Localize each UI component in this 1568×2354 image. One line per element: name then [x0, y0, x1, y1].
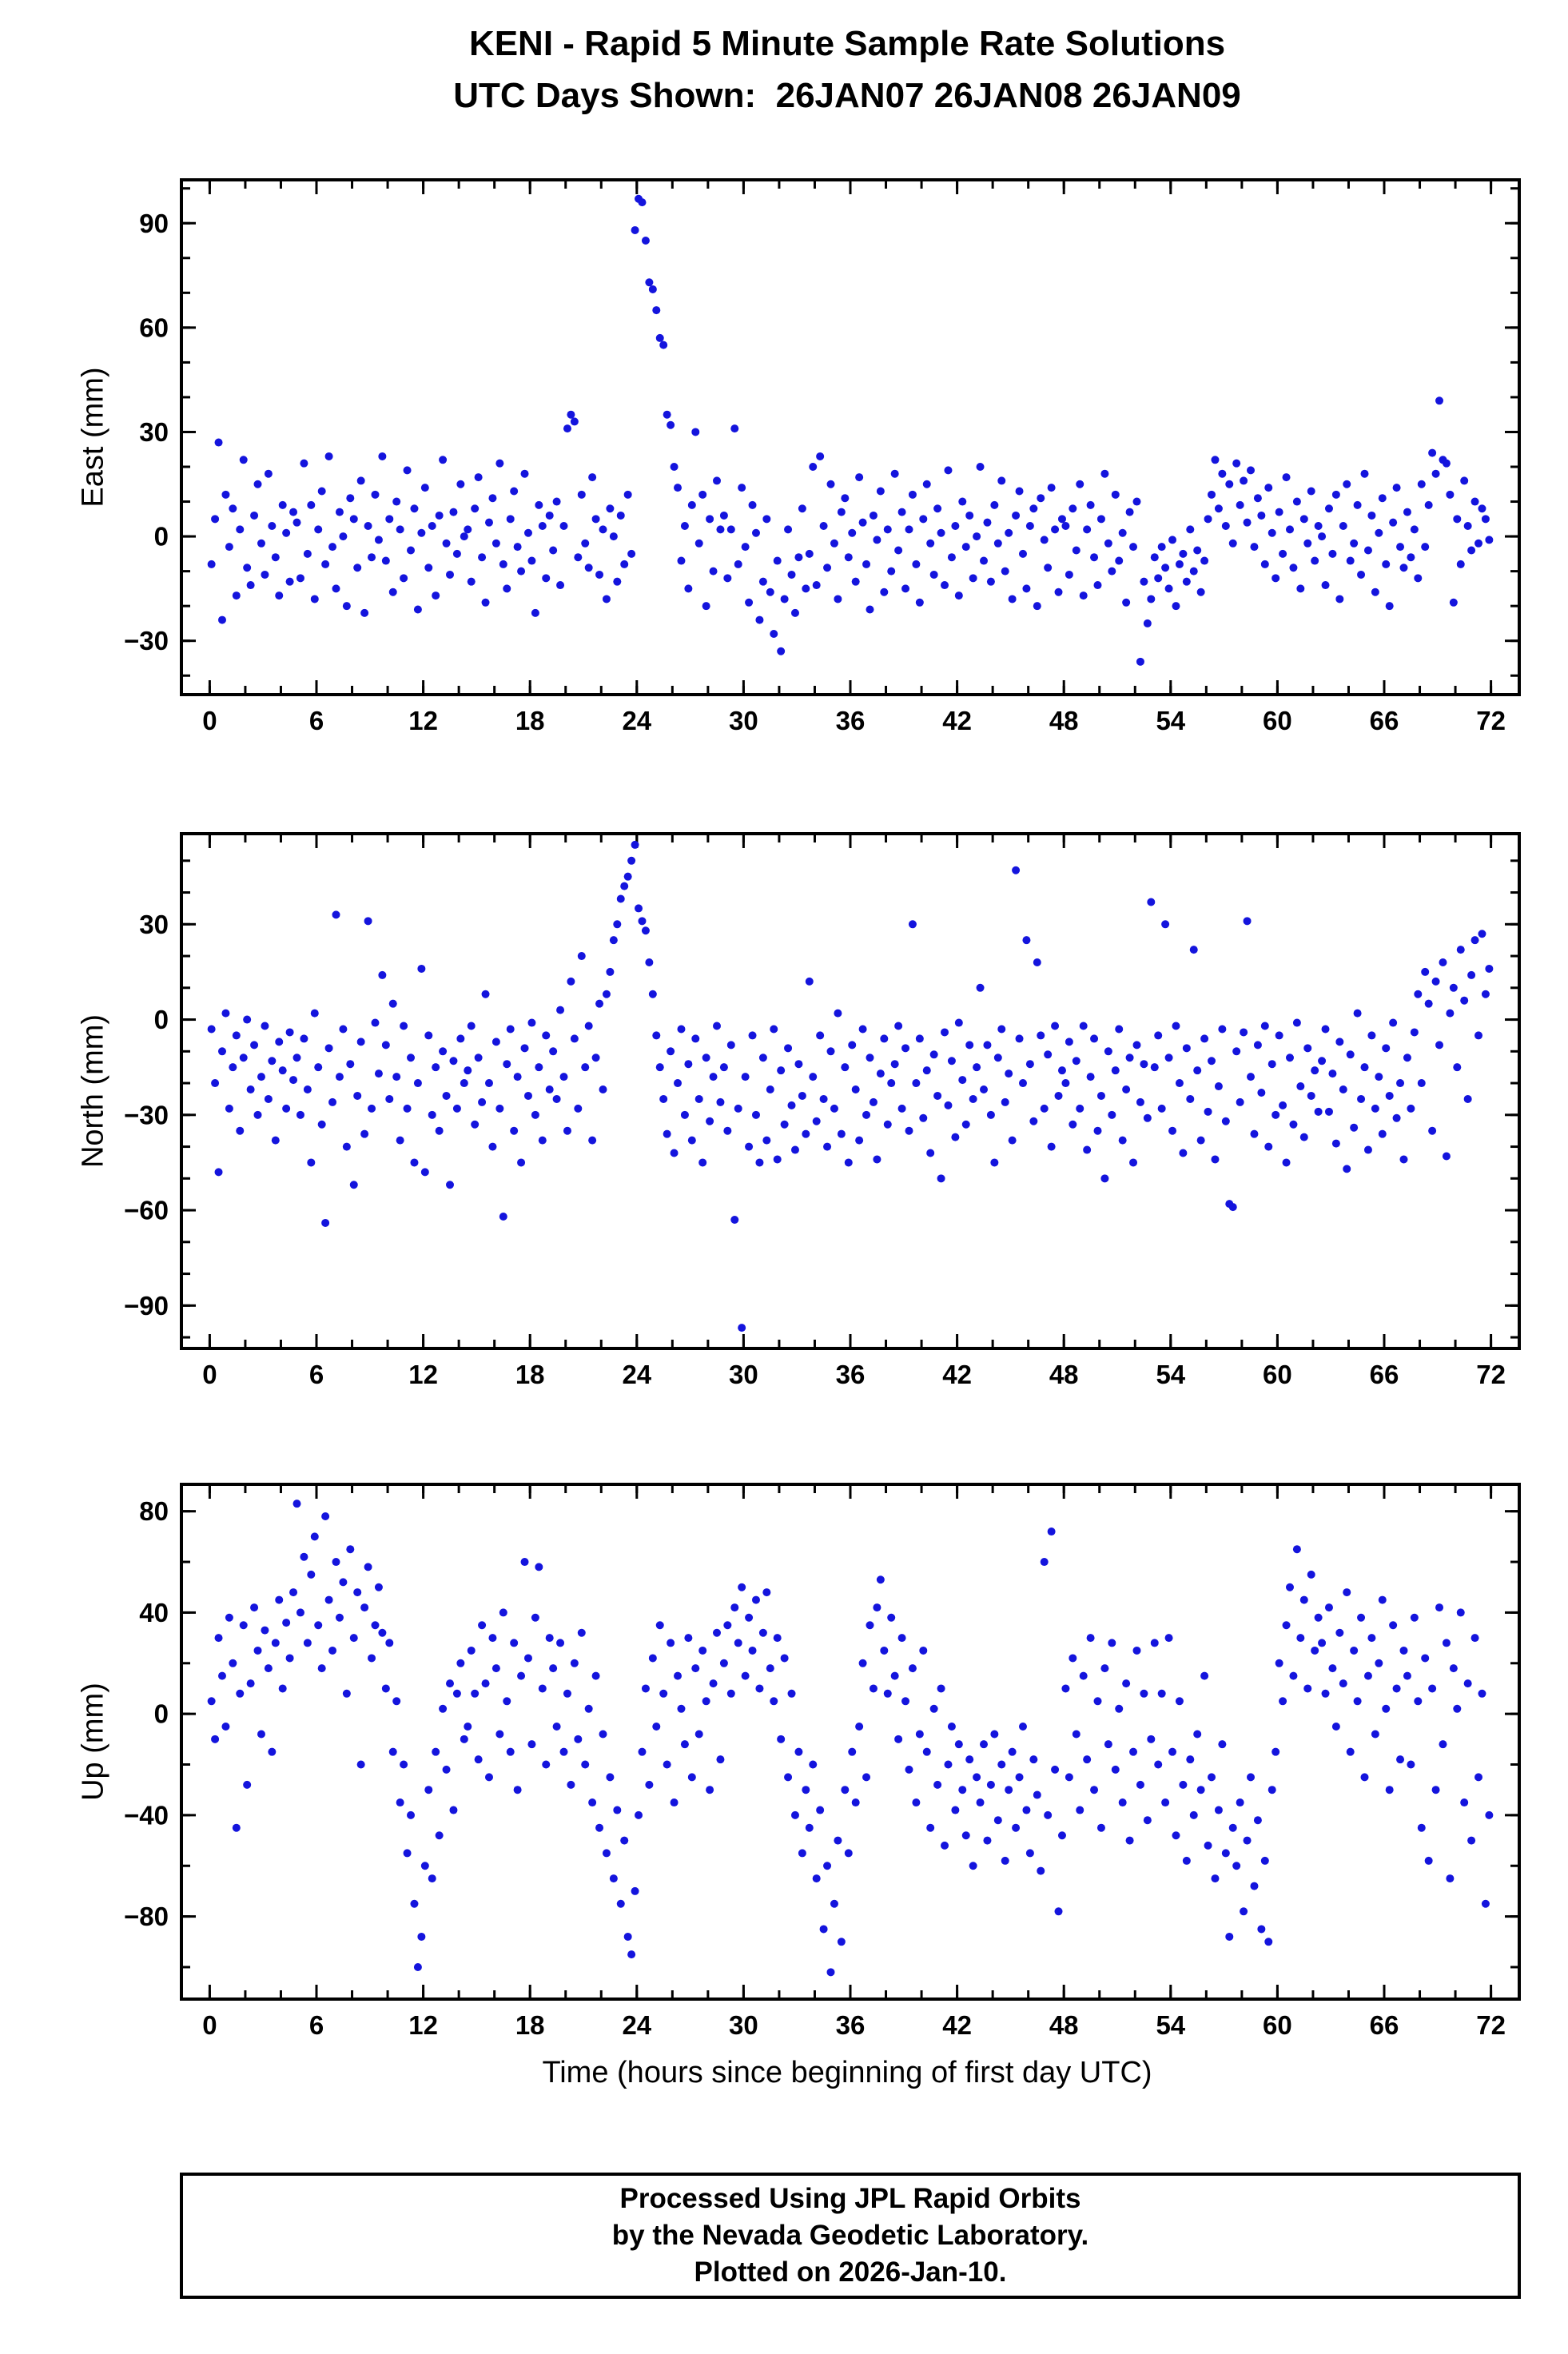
y-tick-label: 90	[139, 209, 169, 238]
footer-line-1: Processed Using JPL Rapid Orbits	[619, 2183, 1081, 2214]
x-tick-label: 18	[515, 2010, 545, 2040]
x-tick-label: 24	[622, 2010, 651, 2040]
x-tick-label: 60	[1263, 1360, 1292, 1389]
x-tick-label: 18	[515, 706, 545, 735]
east-axis-label: East (mm)	[76, 367, 110, 508]
x-tick-label: 12	[408, 1360, 438, 1389]
east-panel: East (mm) 0 6 12 18 24 30 36 42 48 54 60 66 72 −30 0 30…	[77, 178, 1521, 735]
y-tick-label: 0	[154, 1699, 169, 1729]
y-tick-label: 0	[154, 522, 169, 552]
scatter-points	[207, 194, 1494, 666]
x-tick-label: 30	[729, 1360, 758, 1389]
east-scatter-plot: 0 6 12 18 24 30 36 42 48 54 60 66 72 −30 0 30 60 90	[124, 181, 1518, 735]
page-subtitle: UTC Days Shown: 26JAN07 26JAN08 26JAN09	[453, 76, 1241, 115]
x-tick-label: 54	[1156, 706, 1185, 735]
y-tick-label: −60	[124, 1196, 169, 1225]
x-tick-label: 42	[942, 2010, 972, 2040]
x-tick-label: 48	[1049, 2010, 1079, 2040]
page-title: KENI - Rapid 5 Minute Sample Rate Soluti…	[468, 24, 1226, 63]
x-axis-label: Time (hours since beginning of first day…	[542, 2056, 1152, 2089]
y-tick-label: 30	[139, 910, 169, 939]
x-tick-label: 12	[408, 706, 438, 735]
x-tick-label: 66	[1370, 706, 1399, 735]
x-tick-label: 36	[836, 2010, 866, 2040]
y-tick-label: −40	[124, 1800, 169, 1830]
x-tick-label: 66	[1370, 1360, 1399, 1389]
scatter-points	[207, 840, 1494, 1332]
y-tick-label: 40	[139, 1598, 169, 1627]
x-tick-label: 0	[202, 1360, 217, 1389]
north-axis-label: North (mm)	[76, 1014, 110, 1169]
x-tick-label: 6	[309, 1360, 324, 1389]
x-tick-label: 18	[515, 1360, 545, 1389]
up-scatter-plot: 0 6 12 18 24 30 36 42 48 54 60 66 72 −80 −40 0 40 80	[124, 1486, 1518, 2040]
x-tick-label: 6	[309, 706, 324, 735]
x-tick-label: 60	[1263, 706, 1292, 735]
x-tick-label: 42	[942, 1360, 972, 1389]
x-tick-label: 36	[836, 706, 866, 735]
y-tick-label: −30	[124, 626, 169, 655]
x-tick-label: 48	[1049, 1360, 1079, 1389]
y-tick-label: −30	[124, 1100, 169, 1129]
x-tick-label: 42	[942, 706, 972, 735]
y-tick-label: −80	[124, 1902, 169, 1931]
footer-box: Processed Using JPL Rapid Orbits by the …	[180, 2173, 1521, 2299]
x-tick-label: 24	[622, 1360, 651, 1389]
x-tick-label: 72	[1476, 1360, 1506, 1389]
north-panel: North (mm) 0 6 12 18 24 30 36 42 48 54 60 66 72 −90 −6…	[77, 832, 1521, 1389]
y-tick-label: 30	[139, 417, 169, 447]
x-tick-label: 0	[202, 706, 217, 735]
y-tick-label: 80	[139, 1496, 169, 1526]
y-tick-label: −90	[124, 1291, 169, 1320]
footer-line-3: Plotted on 2026-Jan-10.	[694, 2256, 1007, 2288]
x-tick-label: 6	[309, 2010, 324, 2040]
x-tick-label: 66	[1370, 2010, 1399, 2040]
y-tick-label: 60	[139, 313, 169, 342]
x-tick-label: 0	[202, 2010, 217, 2040]
north-scatter-plot: 0 6 12 18 24 30 36 42 48 54 60 66 72 −90 −60 −30 0 30	[124, 835, 1518, 1389]
y-tick-label: 0	[154, 1005, 169, 1034]
scatter-points	[207, 1500, 1494, 1977]
x-tick-label: 72	[1476, 706, 1506, 735]
x-tick-label: 36	[836, 1360, 866, 1389]
footer-line-2: by the Nevada Geodetic Laboratory.	[611, 2220, 1089, 2251]
up-axis-label: Up (mm)	[76, 1683, 110, 1801]
x-tick-label: 54	[1156, 2010, 1185, 2040]
x-tick-label: 54	[1156, 1360, 1185, 1389]
x-tick-label: 24	[622, 706, 651, 735]
x-tick-label: 12	[408, 2010, 438, 2040]
x-tick-label: 72	[1476, 2010, 1506, 2040]
up-panel: Up (mm) 0 6 12 18 24 30 36 42 48 54 60 66 72 −80 −40 0 4…	[77, 1483, 1521, 2040]
x-tick-label: 48	[1049, 706, 1079, 735]
x-tick-label: 30	[729, 2010, 758, 2040]
x-tick-label: 30	[729, 706, 758, 735]
x-tick-label: 60	[1263, 2010, 1292, 2040]
